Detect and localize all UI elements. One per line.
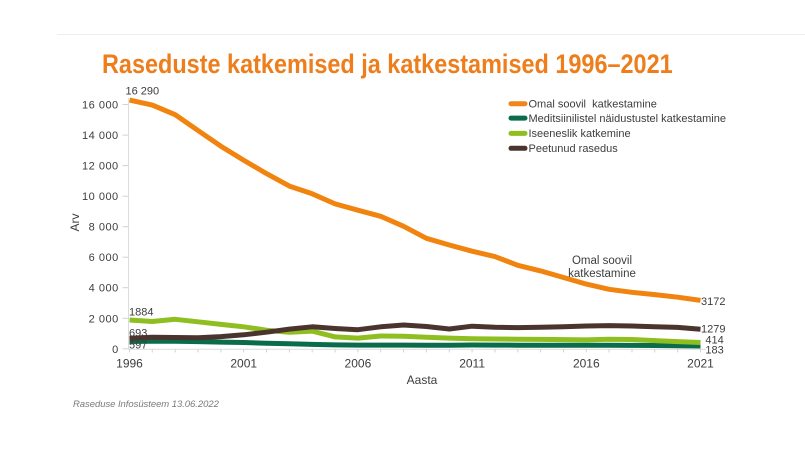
svg-text:2011: 2011	[459, 357, 485, 371]
svg-text:3172: 3172	[701, 296, 725, 308]
svg-text:6 000: 6 000	[89, 252, 119, 264]
svg-text:414: 414	[705, 335, 723, 347]
svg-text:Omal soovil katkestamine: Omal soovil katkestamine	[529, 98, 657, 110]
svg-text:2016: 2016	[573, 357, 600, 371]
svg-text:16 290: 16 290	[126, 86, 160, 98]
svg-text:Iseeneslik katkemine: Iseeneslik katkemine	[529, 128, 631, 140]
svg-text:2006: 2006	[345, 357, 372, 371]
svg-text:Meditsiinilistel näidustustel: Meditsiinilistel näidustustel katkestami…	[529, 113, 726, 125]
svg-text:597: 597	[129, 340, 147, 352]
svg-text:10 000: 10 000	[82, 191, 119, 203]
svg-text:katkestamine: katkestamine	[568, 268, 636, 280]
svg-text:1279: 1279	[701, 324, 725, 336]
svg-text:2021: 2021	[687, 357, 714, 371]
svg-text:8 000: 8 000	[89, 222, 119, 234]
svg-text:0: 0	[112, 344, 119, 356]
svg-text:16 000: 16 000	[82, 100, 119, 112]
svg-text:2 000: 2 000	[89, 313, 119, 325]
svg-text:183: 183	[705, 345, 723, 357]
svg-text:1884: 1884	[129, 306, 153, 318]
svg-text:1996: 1996	[116, 357, 143, 371]
svg-text:4 000: 4 000	[89, 283, 119, 295]
svg-text:14 000: 14 000	[82, 130, 119, 142]
svg-text:Omal soovil: Omal soovil	[572, 255, 632, 267]
svg-text:12 000: 12 000	[82, 161, 119, 173]
svg-text:693: 693	[129, 328, 147, 340]
svg-text:Arv: Arv	[68, 214, 82, 232]
svg-text:Peetunud rasedus: Peetunud rasedus	[529, 143, 619, 155]
svg-text:Aasta: Aasta	[407, 373, 438, 387]
svg-text:2001: 2001	[230, 357, 257, 371]
